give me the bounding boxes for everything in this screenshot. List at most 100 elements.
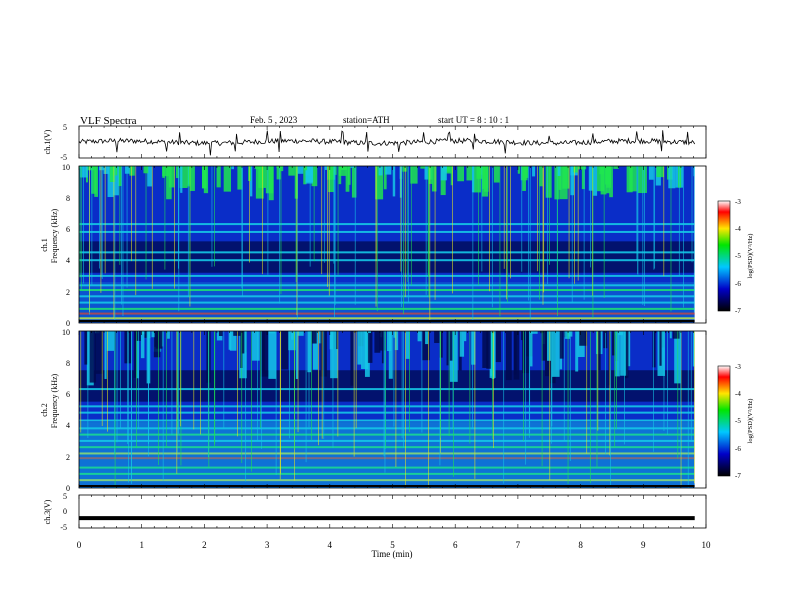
colorbar-1: -3 -4 -5 -6 -7 log(PSD)(V²/Hz): [717, 198, 754, 315]
spec-cell: [581, 166, 585, 190]
ch3-ytick-bottom: -5: [60, 523, 67, 532]
spec-cell: [345, 166, 350, 192]
ch3-ylabel: ch.3(V): [43, 499, 52, 524]
spec-band: [79, 301, 695, 304]
ch1-waveform-panel: 5 -5 ch.1(V): [43, 123, 707, 162]
ch1-freq-axis-label: Frequency (kHz): [50, 208, 59, 263]
spec-cell: [166, 166, 172, 200]
ch1-ticks: [78, 126, 707, 158]
spec-cell: [330, 331, 338, 379]
spec-cell: [379, 331, 387, 351]
spec-cell: [374, 166, 379, 167]
spec-cell: [374, 331, 381, 353]
spec-cell: [481, 166, 485, 189]
spec-cell: [434, 331, 441, 344]
ch2-spec-ticks: [78, 331, 707, 488]
spec-cell: [140, 331, 145, 359]
spec-cell: [532, 166, 536, 177]
spec-cell: [162, 166, 169, 177]
ch1-spec-ticks: [78, 166, 707, 323]
spec-cell: [464, 331, 467, 342]
spec-cell: [367, 331, 373, 363]
spec-cell: [89, 331, 97, 383]
spec-baseline: [79, 485, 695, 487]
spec-cell: [410, 166, 418, 184]
spec-cell: [439, 331, 443, 358]
ch1-freq-tick-6: 6: [66, 225, 70, 234]
spec-cell: [588, 166, 594, 191]
spec-cell: [493, 166, 500, 183]
spec-cell: [351, 166, 357, 198]
spec-cell: [144, 331, 148, 338]
spec-cell: [592, 166, 598, 196]
ch1-ytick-bottom: -5: [60, 153, 67, 162]
spec-band: [79, 433, 695, 436]
spec-cell: [179, 166, 188, 188]
spec-cell: [268, 331, 276, 334]
spec-band: [79, 230, 695, 233]
spec-cell: [305, 166, 313, 184]
spec-cell: [84, 331, 88, 365]
cb1-tick-m5: -5: [735, 252, 741, 260]
spec-band: [79, 312, 695, 315]
spec-cell: [522, 166, 526, 191]
spec-cell: [440, 166, 446, 196]
spec-cell: [312, 331, 318, 370]
spec-cell: [147, 166, 153, 187]
spec-cell: [530, 331, 538, 334]
spec-cell: [135, 331, 141, 341]
cb1-tick-m4: -4: [735, 225, 741, 233]
spec-band: [79, 259, 695, 262]
ch1-spectrogram-cells: [79, 166, 706, 323]
spec-cell: [648, 166, 654, 180]
ch2-freq-tick-10: 10: [62, 328, 70, 337]
ch2-freq-tick-6: 6: [66, 390, 70, 399]
spec-cell: [405, 331, 410, 359]
spec-band: [79, 307, 695, 310]
spec-band: [79, 472, 695, 475]
cb2-tick-m7: -7: [735, 472, 741, 480]
spec-cell: [482, 331, 489, 368]
spec-cell: [281, 331, 289, 370]
spec-cell: [626, 331, 631, 367]
spec-cell: [605, 166, 610, 194]
cb2-tick-m4: -4: [735, 390, 741, 398]
spec-cell: [579, 331, 588, 346]
spec-cell: [466, 166, 473, 181]
spec-cell: [216, 166, 221, 188]
spec-cell: [338, 166, 347, 176]
spec-cell: [304, 166, 308, 171]
spec-cell: [104, 331, 107, 379]
spec-cell: [394, 331, 399, 351]
spec-cell: [175, 166, 180, 179]
spec-band: [79, 466, 695, 469]
spec-cell: [625, 331, 629, 378]
x-tick-label: 4: [328, 540, 333, 550]
spec-cell: [615, 331, 620, 377]
ch2-spec-channel: ch.2: [40, 403, 49, 417]
spec-cell: [383, 166, 387, 190]
ch1-spec-channel: ch.1: [40, 238, 49, 252]
spec-cell: [353, 331, 358, 333]
spec-cell: [551, 331, 560, 377]
ch1-freq-tick-0: 0: [66, 319, 70, 328]
ch2-spectrogram-panel: 0 2 4 6 8 10 ch.2 Frequency (kHz): [40, 328, 707, 493]
spec-cell: [233, 331, 241, 336]
spec-lower-region: [79, 282, 695, 323]
spec-cell: [495, 331, 501, 363]
start-ut-label: start UT = 8 : 10 : 1: [438, 115, 509, 125]
spec-cell: [652, 331, 656, 368]
spec-cell: [375, 166, 384, 200]
spec-cell: [486, 331, 491, 369]
spec-band: [79, 388, 695, 391]
spec-cell: [546, 331, 552, 361]
ch1-freq-tick-8: 8: [66, 194, 70, 203]
spec-cell: [268, 331, 277, 379]
ch3-ticks: [78, 495, 707, 528]
x-tick-label: 7: [516, 540, 521, 550]
spec-band: [79, 317, 695, 320]
spec-cell: [459, 331, 465, 357]
spec-dark-band: [79, 241, 695, 273]
ch2-freq-tick-4: 4: [66, 421, 70, 430]
spec-cell: [241, 331, 245, 354]
